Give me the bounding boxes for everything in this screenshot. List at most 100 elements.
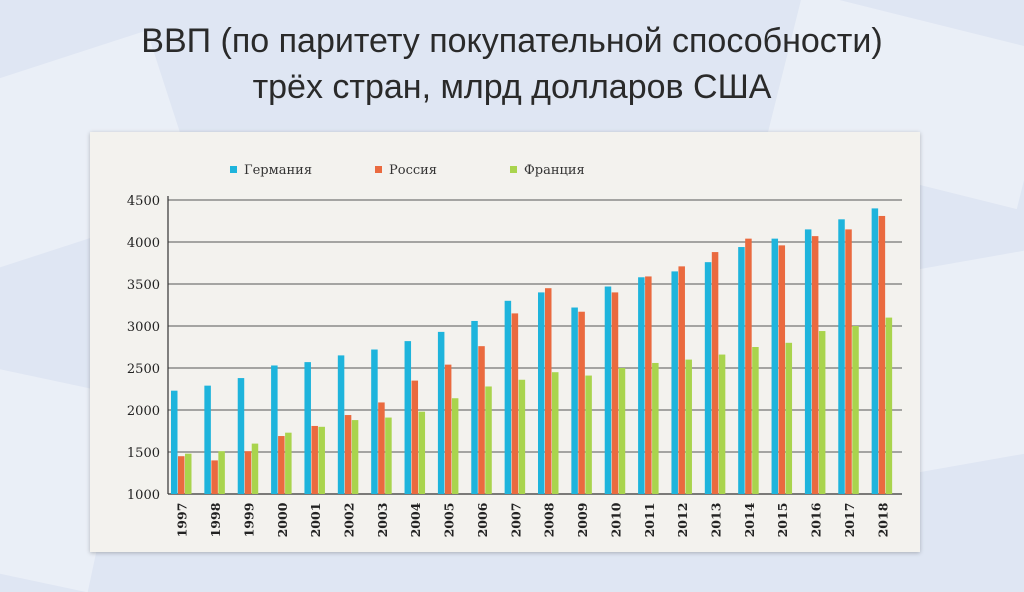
bar-germany xyxy=(804,229,812,494)
x-tick-label: 2004 xyxy=(408,502,423,537)
x-tick-label: 2000 xyxy=(275,502,290,537)
bar-germany xyxy=(704,262,712,494)
x-tick-label: 2002 xyxy=(342,503,357,538)
x-tick-label: 2006 xyxy=(475,502,490,537)
y-tick-label: 2000 xyxy=(127,404,160,419)
bar-france xyxy=(718,354,726,494)
bar-russia xyxy=(444,364,452,494)
legend-swatch xyxy=(375,166,382,173)
bar-france xyxy=(618,368,626,494)
bar-france xyxy=(251,443,259,494)
bar-france xyxy=(685,359,692,494)
bar-germany xyxy=(504,300,512,494)
bar-russia xyxy=(578,311,585,494)
bar-germany xyxy=(571,307,578,494)
bar-russia xyxy=(211,460,218,494)
legend-label: Германия xyxy=(244,163,312,178)
bar-france xyxy=(518,379,526,494)
x-tick-label: 2014 xyxy=(742,502,757,537)
x-tick-label: 2017 xyxy=(842,503,857,538)
x-tick-label: 2011 xyxy=(642,503,657,538)
legend-label: Франция xyxy=(524,163,585,178)
bar-germany xyxy=(638,277,645,494)
bar-russia xyxy=(411,380,419,494)
slide-title: ВВП (по паритету покупательной способнос… xyxy=(0,18,1024,110)
bar-germany xyxy=(604,286,612,494)
y-tick-label: 2500 xyxy=(127,362,160,377)
bar-germany xyxy=(771,238,779,494)
bar-france xyxy=(351,420,359,494)
x-tick-label: 2018 xyxy=(875,502,890,537)
bar-germany xyxy=(337,355,345,494)
x-tick-label: 1999 xyxy=(241,503,256,538)
x-tick-label: 2013 xyxy=(709,503,724,538)
bar-germany xyxy=(437,331,445,494)
title-line-1: ВВП (по паритету покупательной способнос… xyxy=(141,22,883,60)
bar-france xyxy=(785,342,793,494)
bar-russia xyxy=(878,215,886,494)
bar-russia xyxy=(311,425,318,494)
bar-germany xyxy=(271,365,278,494)
bar-france xyxy=(652,362,659,494)
bar-france xyxy=(285,432,292,494)
bar-russia xyxy=(478,346,485,494)
legend-label: Россия xyxy=(389,163,437,178)
bar-france xyxy=(485,386,492,494)
y-tick-label: 1500 xyxy=(127,446,160,461)
bar-russia xyxy=(711,252,719,494)
x-tick-label: 2007 xyxy=(508,503,523,538)
x-tick-label: 1998 xyxy=(208,502,223,537)
x-tick-label: 2005 xyxy=(442,503,457,538)
bar-france xyxy=(451,398,459,494)
x-tick-label: 2001 xyxy=(308,503,323,538)
gdp-bar-chart: 1000 1500 2000 2500 3000 3500 4000 4500 1997 1998… xyxy=(127,163,902,538)
bar-russia xyxy=(545,288,552,494)
bar-germany xyxy=(171,390,178,494)
bar-france xyxy=(418,411,426,494)
bar-france xyxy=(818,331,826,494)
bar-germany xyxy=(738,247,745,494)
bar-russia xyxy=(811,236,819,494)
bar-germany xyxy=(671,271,678,494)
x-tick-label: 2015 xyxy=(775,503,790,538)
bar-germany xyxy=(237,378,245,494)
bar-russia xyxy=(611,292,619,494)
x-tick-label: 2008 xyxy=(542,502,557,537)
chart-panel: 1000 1500 2000 2500 3000 3500 4000 4500 1997 1998… xyxy=(90,132,920,552)
x-tick-label: 2012 xyxy=(675,503,690,538)
x-tick-label: 2003 xyxy=(375,503,390,538)
bar-russia xyxy=(845,229,852,494)
bar-germany xyxy=(371,349,378,494)
bar-russia xyxy=(678,266,685,494)
bar-russia xyxy=(745,238,752,494)
bar-russia xyxy=(344,415,352,494)
bar-russia xyxy=(511,313,519,494)
x-tick-label: 1997 xyxy=(175,503,190,538)
bar-russia xyxy=(645,276,652,494)
legend-swatch xyxy=(510,166,517,173)
bar-france xyxy=(752,347,759,494)
bar-france xyxy=(552,372,559,494)
y-tick-label: 3000 xyxy=(127,320,160,335)
bar-russia xyxy=(278,436,285,494)
y-tick-label: 1000 xyxy=(127,488,160,503)
bar-france xyxy=(585,375,592,494)
bar-germany xyxy=(838,219,845,494)
bar-russia xyxy=(178,456,185,494)
bar-germany xyxy=(871,208,879,494)
bar-france xyxy=(185,453,192,494)
bar-russia xyxy=(778,245,786,494)
bar-france xyxy=(385,417,392,494)
bar-germany xyxy=(404,341,412,494)
legend-swatch xyxy=(230,166,237,173)
y-tick-label: 3500 xyxy=(127,278,160,293)
bar-france xyxy=(852,326,859,494)
x-tick-label: 2010 xyxy=(608,502,623,537)
y-tick-label: 4000 xyxy=(127,236,160,251)
bar-germany xyxy=(204,385,211,494)
x-tick-label: 2016 xyxy=(809,502,824,537)
bar-germany xyxy=(304,362,311,494)
bar-russia xyxy=(378,402,385,494)
y-tick-label: 4500 xyxy=(127,194,160,209)
bar-france xyxy=(218,451,225,494)
